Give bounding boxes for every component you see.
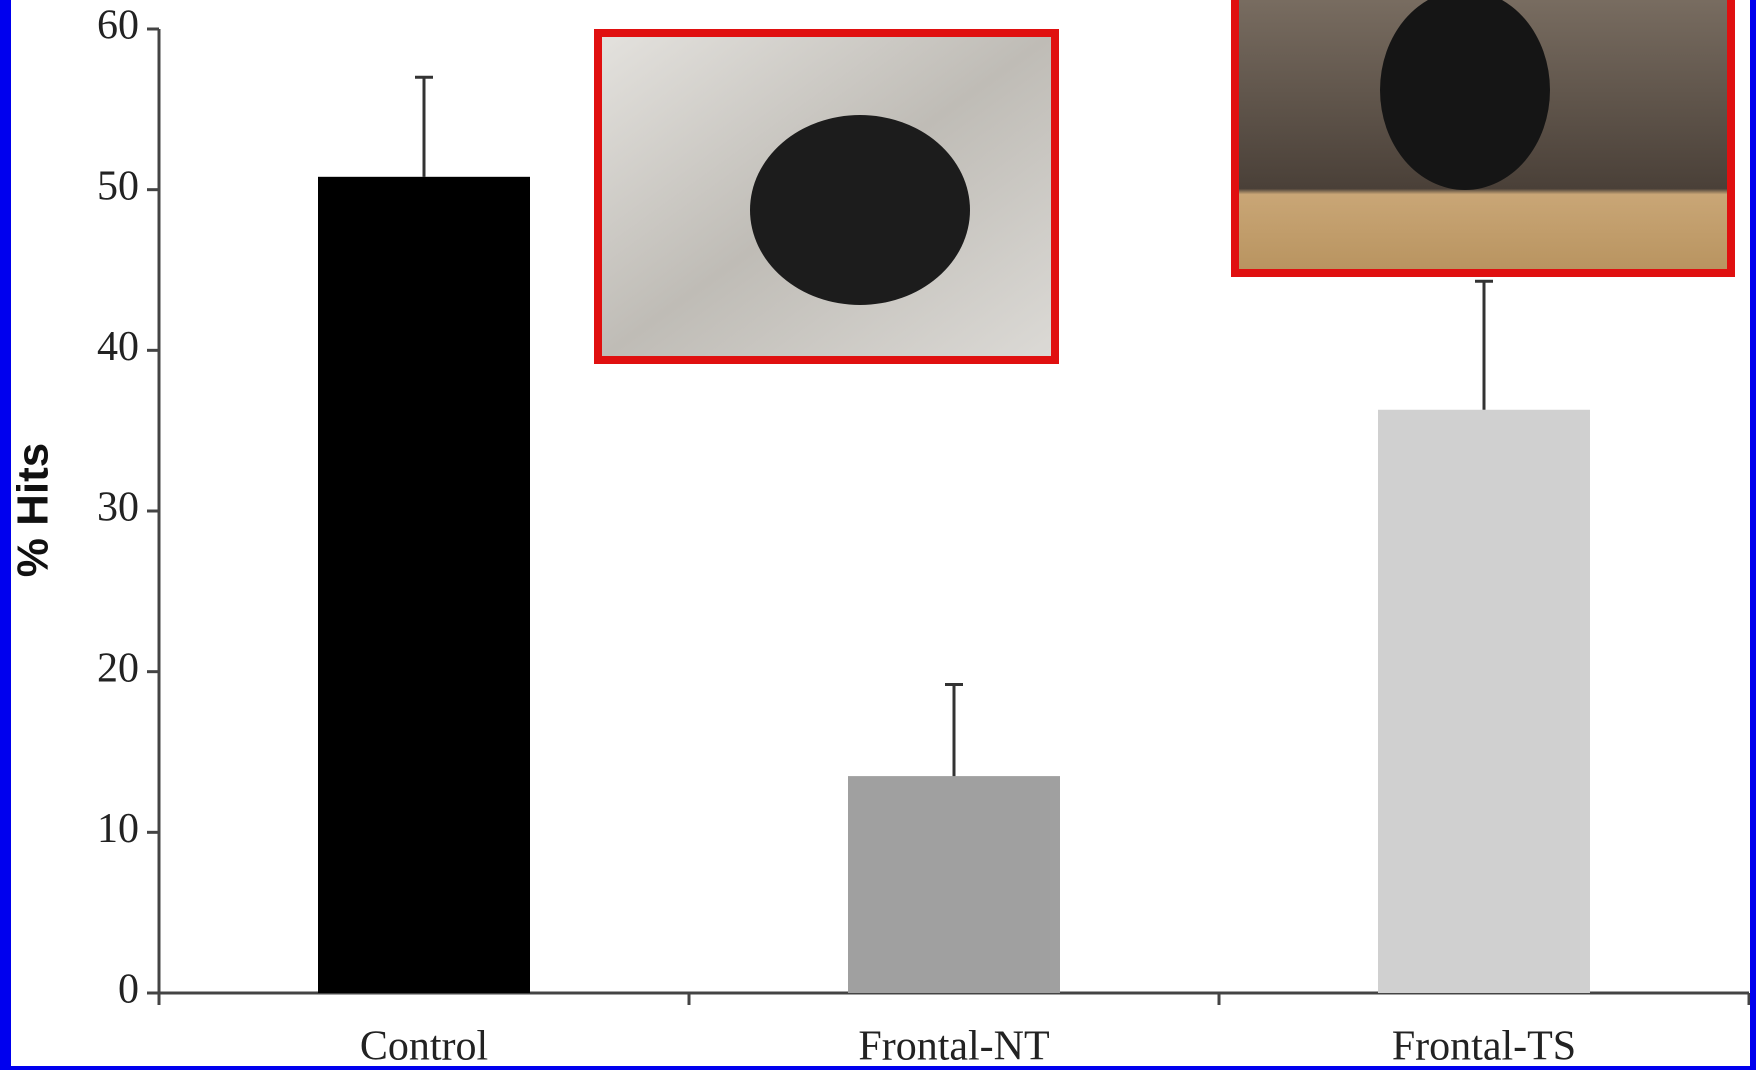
y-tick-label: 20	[97, 645, 139, 691]
frame	[1750, 0, 1756, 1070]
y-tick-label: 40	[97, 324, 139, 370]
y-tick-label: 60	[97, 3, 139, 49]
bar	[848, 776, 1060, 993]
inset-photo-detail	[750, 115, 970, 305]
y-tick-label: 50	[97, 163, 139, 209]
bar	[318, 176, 530, 993]
y-tick-label: 0	[118, 967, 139, 1013]
x-tick-label: Frontal-TS	[1392, 1024, 1576, 1070]
x-tick-label: Control	[360, 1024, 488, 1070]
frame	[0, 1066, 1756, 1070]
y-tick-label: 30	[97, 485, 139, 531]
x-tick-label: Frontal-NT	[858, 1024, 1049, 1070]
frame	[0, 0, 11, 1070]
y-tick-label: 10	[97, 806, 139, 852]
bar	[1378, 409, 1590, 993]
y-axis-label: % Hits	[9, 443, 58, 577]
inset-photo-detail	[1380, 0, 1550, 190]
